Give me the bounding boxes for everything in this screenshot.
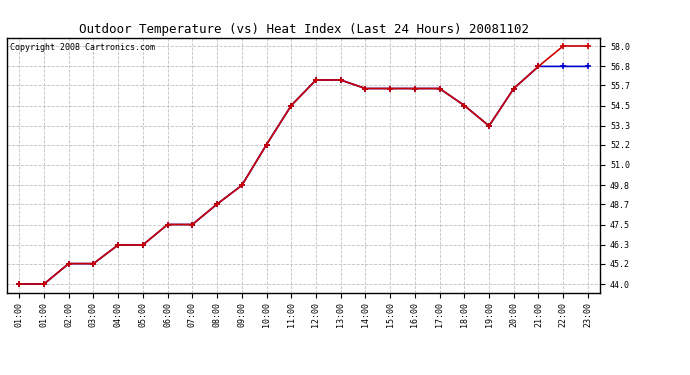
Title: Outdoor Temperature (vs) Heat Index (Last 24 Hours) 20081102: Outdoor Temperature (vs) Heat Index (Las…	[79, 23, 529, 36]
Text: Copyright 2008 Cartronics.com: Copyright 2008 Cartronics.com	[10, 43, 155, 52]
